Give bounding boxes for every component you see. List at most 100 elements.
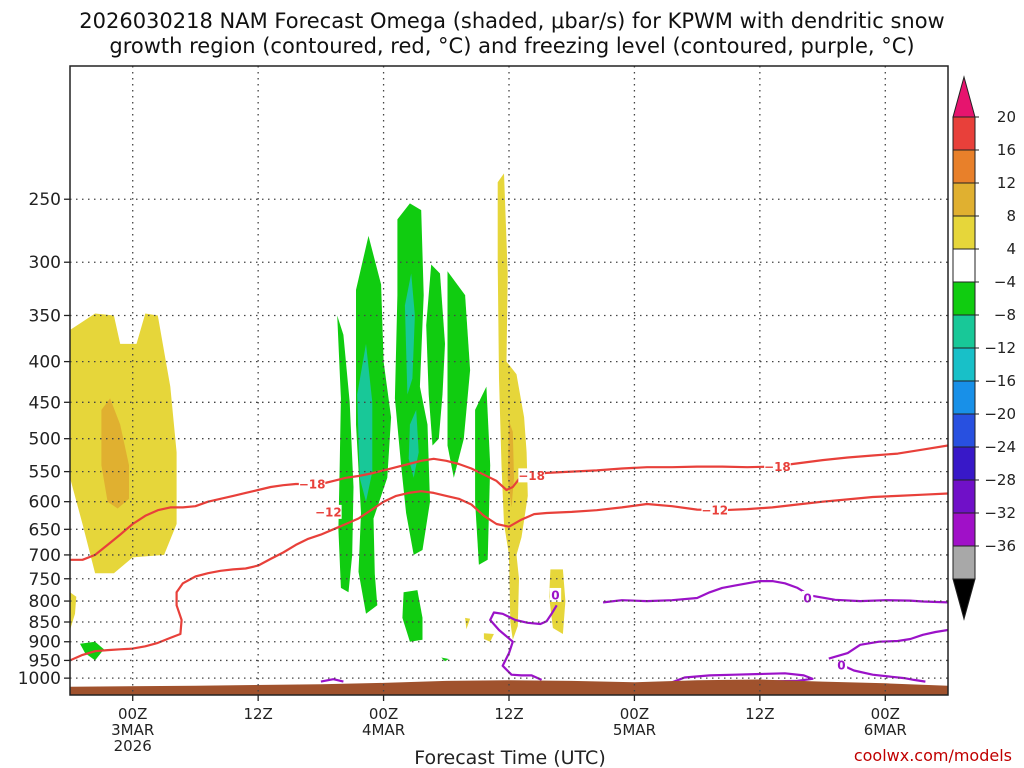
omega-region-15	[497, 173, 528, 640]
contour-line-6	[828, 628, 948, 660]
omega-region-19	[483, 633, 494, 642]
contour-label-0-0: −18	[299, 477, 326, 491]
colorbar-box-13	[952, 512, 976, 547]
contour-line-0	[70, 444, 948, 561]
colorbar-label-2: 12	[997, 174, 1016, 192]
terrain-surface	[70, 679, 948, 695]
colorbar-bottom-arrow	[952, 578, 976, 621]
colorbar-top-arrow	[952, 75, 976, 118]
y-tick-label-9: 700	[29, 546, 61, 566]
omega-region-1	[101, 398, 129, 509]
x-tick-label-1-0: 12Z	[243, 705, 272, 723]
contour-label-1-0: −12	[315, 505, 342, 519]
x-tick-label-2-0: 00Z	[369, 705, 398, 723]
colorbar-box-14	[952, 545, 976, 580]
x-tick-label-4-1: 5MAR	[613, 721, 656, 739]
y-tick-label-14: 950	[29, 651, 61, 671]
colorbar-box-12	[952, 479, 976, 514]
colorbar-label-3: 8	[1006, 207, 1016, 225]
y-tick-label-5: 500	[29, 430, 61, 450]
x-tick-label-6-1: 6MAR	[864, 721, 907, 739]
x-tick-label-2-1: 4MAR	[362, 721, 405, 739]
x-tick-label-6-0: 00Z	[871, 705, 900, 723]
x-axis-label: Forecast Time (UTC)	[414, 747, 605, 768]
contour-label-0-1: −18	[518, 469, 545, 483]
colorbar-box-8	[952, 347, 976, 382]
y-tick-label-12: 850	[29, 613, 61, 633]
contour-label-bg-0-2	[764, 459, 791, 474]
colorbar-label-12: −32	[984, 504, 1016, 522]
colorbar-box-7	[952, 314, 976, 349]
credit-text: coolwx.com/models	[854, 746, 1012, 765]
colorbar-label-11: −28	[984, 471, 1016, 489]
contour-label-bg-0-0	[298, 476, 326, 491]
contour-label-2-2: 0	[837, 658, 845, 672]
colorbar-box-5	[952, 248, 976, 283]
y-tick-label-4: 450	[29, 393, 61, 413]
chart-title-line-2: growth region (contoured, red, °C) and f…	[109, 34, 914, 58]
colorbar-box-6	[952, 281, 976, 316]
x-tick-label-0-1: 3MAR	[111, 721, 154, 739]
gridlines	[70, 66, 948, 695]
contour-label-1-1: −12	[701, 504, 728, 518]
x-tick-label-0-2: 2026	[114, 737, 152, 755]
contour-label-bg-2-1	[801, 591, 814, 606]
colorbar: 20 16 12 8 4 −4 −8 −12 −16 −20 −24 −28 −32 −36	[952, 75, 1016, 621]
contour-label-bg-2-2	[835, 657, 848, 672]
colorbar-box-2	[952, 149, 976, 184]
y-tick-label-0: 250	[29, 190, 61, 210]
omega-region-8	[447, 271, 471, 478]
colorbar-label-10: −24	[984, 438, 1016, 456]
y-tick-label-3: 400	[29, 353, 61, 373]
colorbar-label-0: 20	[997, 108, 1016, 126]
omega-region-2	[70, 592, 77, 630]
colorbar-label-6: −8	[994, 306, 1016, 324]
colorbar-label-7: −12	[984, 339, 1016, 357]
colorbar-label-1: 16	[997, 141, 1016, 159]
y-tick-label-2: 350	[29, 306, 61, 326]
omega-region-11	[441, 657, 449, 662]
y-tick-label-8: 650	[29, 520, 61, 540]
colorbar-label-13: −36	[984, 537, 1016, 555]
contour-label-bg-1-0	[315, 504, 342, 519]
contour-label-2-0: 0	[551, 588, 559, 602]
colorbar-label-5: −4	[994, 273, 1016, 291]
contour-label-2-1: 0	[803, 592, 811, 606]
omega-region-4	[337, 315, 354, 593]
contour-label-bg-1-1	[701, 503, 728, 518]
y-axis-ticks: 2503003504004505005506006507007508008509…	[18, 190, 70, 689]
omega-region-18	[465, 617, 471, 630]
x-tick-label-3-0: 12Z	[494, 705, 523, 723]
colorbar-box-4	[952, 215, 976, 250]
colorbar-box-11	[952, 446, 976, 481]
omega-region-10	[402, 590, 423, 642]
y-tick-label-6: 550	[29, 463, 61, 483]
colorbar-label-9: −20	[984, 405, 1016, 423]
omega-region-7	[426, 264, 445, 446]
contour-line-7	[840, 663, 926, 683]
omega-region-12	[357, 343, 373, 502]
colorbar-label-4: 4	[1006, 240, 1016, 258]
y-tick-label-11: 800	[29, 592, 61, 612]
y-tick-label-13: 900	[29, 633, 61, 653]
y-tick-label-1: 300	[29, 253, 61, 273]
x-tick-label-0-0: 00Z	[118, 705, 147, 723]
colorbar-box-3	[952, 182, 976, 217]
y-tick-label-10: 750	[29, 570, 61, 590]
chart-title-line-1: 2026030218 NAM Forecast Omega (shaded, μ…	[79, 9, 944, 33]
x-tick-label-4-0: 00Z	[620, 705, 649, 723]
contour-line-4	[320, 678, 344, 683]
x-tick-label-5-0: 12Z	[745, 705, 774, 723]
omega-region-13	[404, 273, 415, 395]
plot-area: −18 −18 −18 −12 −12 0 0 0	[70, 173, 948, 695]
omega-region-14	[408, 409, 419, 478]
contour-label-0-2: −18	[764, 460, 791, 474]
colorbar-box-10	[952, 413, 976, 448]
contour-label-bg-2-0	[549, 587, 562, 602]
omega-region-5	[356, 235, 392, 614]
y-tick-label-7: 600	[29, 493, 61, 513]
y-tick-label-15: 1000	[18, 669, 61, 689]
colorbar-box-1	[952, 116, 976, 151]
